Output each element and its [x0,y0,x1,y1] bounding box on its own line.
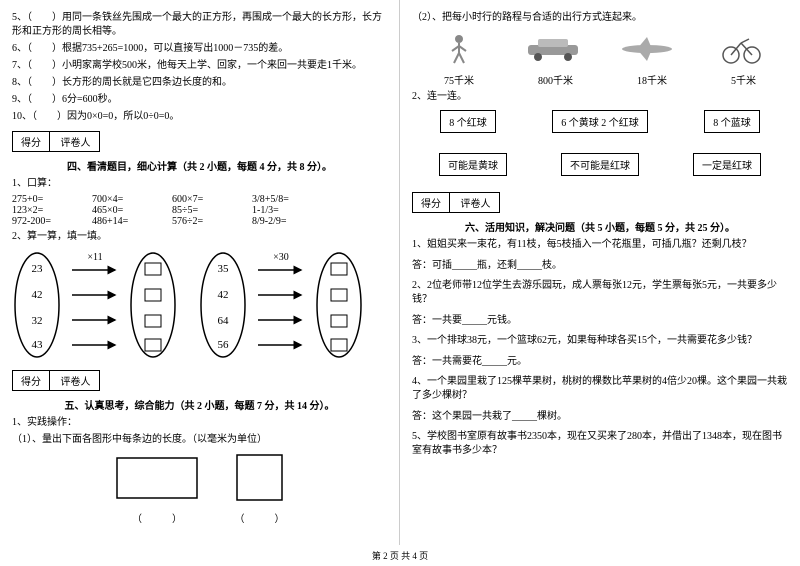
p3: 3、一个排球38元，一个篮球62元，如果每种球各买15个，一共需要花多少钱？ [412,334,788,348]
score-box: 得分 评卷人 [12,131,100,152]
oval-num: 23 [32,263,44,275]
oval-diagrams: 23 42 32 43 ×11 [12,250,387,360]
section5-title: 五、认真思考，综合能力（共 2 小题，每题 7 分，共 14 分）。 [12,397,387,412]
match-box: 可能是黄球 [439,153,507,176]
match-box: 不可能是红球 [561,153,639,176]
bike-icon [711,31,771,66]
page-footer: 第 2 页 共 4 页 [0,545,800,566]
calc-row2: 123×2= 465×0= 85÷5= 1-1/3= [12,205,387,216]
transport-title: （2）、把每小时行的路程与合适的出行方式连起来。 [412,11,788,25]
oval-num: 42 [32,289,43,301]
calc-cell: 576÷2= [172,216,252,227]
calc-cell: 972-200= [12,216,92,227]
oval-num: 43 [32,339,44,351]
p4: 4、一个果园里栽了125棵苹果树，桃树的棵数比苹果树的4倍少20棵。这个果园一共… [412,375,788,403]
speed: 18千米 [637,72,667,87]
score-label: 得分 [13,132,50,151]
q6: 6、（ ）根据735+265=1000，可以直接写出1000－735的差。 [12,42,387,56]
op-label: ×30 [273,252,289,263]
speed: 800千米 [538,72,573,87]
match-box: 8 个蓝球 [704,110,760,133]
shape-rect: （ ） [112,453,202,525]
section4-title: 四、看清题目，细心计算（共 2 小题，每题 4 分，共 8 分）。 [12,158,387,173]
suan-title: 2、算一算，填一填。 [12,230,387,244]
car-icon [523,31,583,66]
speed: 5千米 [731,72,756,87]
oval-num: 56 [218,339,230,351]
plane-icon [617,31,677,66]
measure-title: （1）、量出下面各图形中每条边的长度。（以毫米为单位） [12,433,387,447]
a2: 答：一共要_____元钱。 [412,311,788,326]
a3: 答：一共需要花_____元。 [412,352,788,367]
paren: （ ） [232,510,287,525]
q10: 10、（ ）因为0×0=0，所以0÷0=0。 [12,110,387,124]
match-box: 6 个黄球 2 个红球 [552,110,648,133]
speed-row: 75千米 800千米 18千米 5千米 [412,72,788,87]
a1: 答：可插_____瓶，还剩_____枝。 [412,256,788,271]
grader-label: 评卷人 [453,193,499,212]
shape-square: （ ） [232,453,287,525]
score-label: 得分 [413,193,450,212]
grader-label: 评卷人 [53,132,99,151]
q9: 9、（ ）6分=600秒。 [12,93,387,107]
walk-icon [429,31,489,66]
calc-cell: 3/8+5/8= [252,194,332,205]
oval-num: 35 [218,263,230,275]
calc-cell: 275+0= [12,194,92,205]
q7: 7、（ ）小明家离学校500米，他每天上学、回家，一个来回一共要走1千米。 [12,59,387,73]
match-box: 一定是红球 [693,153,761,176]
oval-num: 64 [218,315,230,327]
p5: 5、学校图书室原有故事书2350本，现在又买来了280本，并借出了1348本，现… [412,430,788,458]
p1: 1、姐姐买来一束花，有11枝，每5枝插入一个花瓶里，可插几瓶？还剩几枝？ [412,238,788,252]
op-label: ×11 [87,252,102,263]
calc-cell: 600×7= [172,194,252,205]
q5: 5、（ ）用同一条铁丝先围成一个最大的正方形，再围成一个最大的长方形，长方形和正… [12,11,387,39]
arrows-right: ×30 [256,250,306,360]
shijian-title: 1、实践操作： [12,416,387,430]
calc-row1: 275+0= 700×4= 600×7= 3/8+5/8= [12,194,387,205]
transport-row [412,31,788,66]
oval-left-output [128,250,178,360]
lianlian-title: 2、连一连。 [412,90,788,104]
p2: 2、2位老师带12位学生去游乐园玩，成人票每张12元，学生票每张5元，一共要多少… [412,279,788,307]
oval-left-input: 23 42 32 43 [12,250,62,360]
oval-right-output [314,250,364,360]
left-column: 5、（ ）用同一条铁丝先围成一个最大的正方形，再围成一个最大的长方形，长方形和正… [0,0,400,545]
match-bottom: 可能是黄球 不可能是红球 一定是红球 [412,153,788,176]
score-box-5: 得分 评卷人 [12,370,100,391]
score-box-6: 得分 评卷人 [412,192,500,213]
score-label: 得分 [13,371,50,390]
oval-right-group: 35 42 64 56 ×30 [198,250,364,360]
measure-shapes: （ ） （ ） [12,453,387,525]
calc-cell: 8/9-2/9= [252,216,332,227]
a4: 答：这个果园一共栽了_____棵树。 [412,407,788,422]
section6-title: 六、活用知识，解决问题（共 5 小题，每题 5 分，共 25 分）。 [412,219,788,234]
oval-num: 32 [32,315,43,327]
calc-cell: 465×0= [92,205,172,216]
calc-cell: 85÷5= [172,205,252,216]
paren: （ ） [112,510,202,525]
calc-cell: 123×2= [12,205,92,216]
match-top: 8 个红球 6 个黄球 2 个红球 8 个蓝球 [412,110,788,133]
right-column: （2）、把每小时行的路程与合适的出行方式连起来。 75千米 800千米 18千米… [400,0,800,545]
q8: 8、（ ）长方形的周长就是它四条边长度的和。 [12,76,387,90]
match-box: 8 个红球 [440,110,496,133]
speed: 75千米 [444,72,474,87]
kousuan-title: 1、口算： [12,177,387,191]
calc-cell: 700×4= [92,194,172,205]
oval-right-input: 35 42 64 56 [198,250,248,360]
calc-cell: 1-1/3= [252,205,332,216]
grader-label: 评卷人 [53,371,99,390]
oval-left-group: 23 42 32 43 ×11 [12,250,178,360]
oval-num: 42 [218,289,229,301]
arrows-left: ×11 [70,250,120,360]
calc-cell: 486+14= [92,216,172,227]
calc-row3: 972-200= 486+14= 576÷2= 8/9-2/9= [12,216,387,227]
